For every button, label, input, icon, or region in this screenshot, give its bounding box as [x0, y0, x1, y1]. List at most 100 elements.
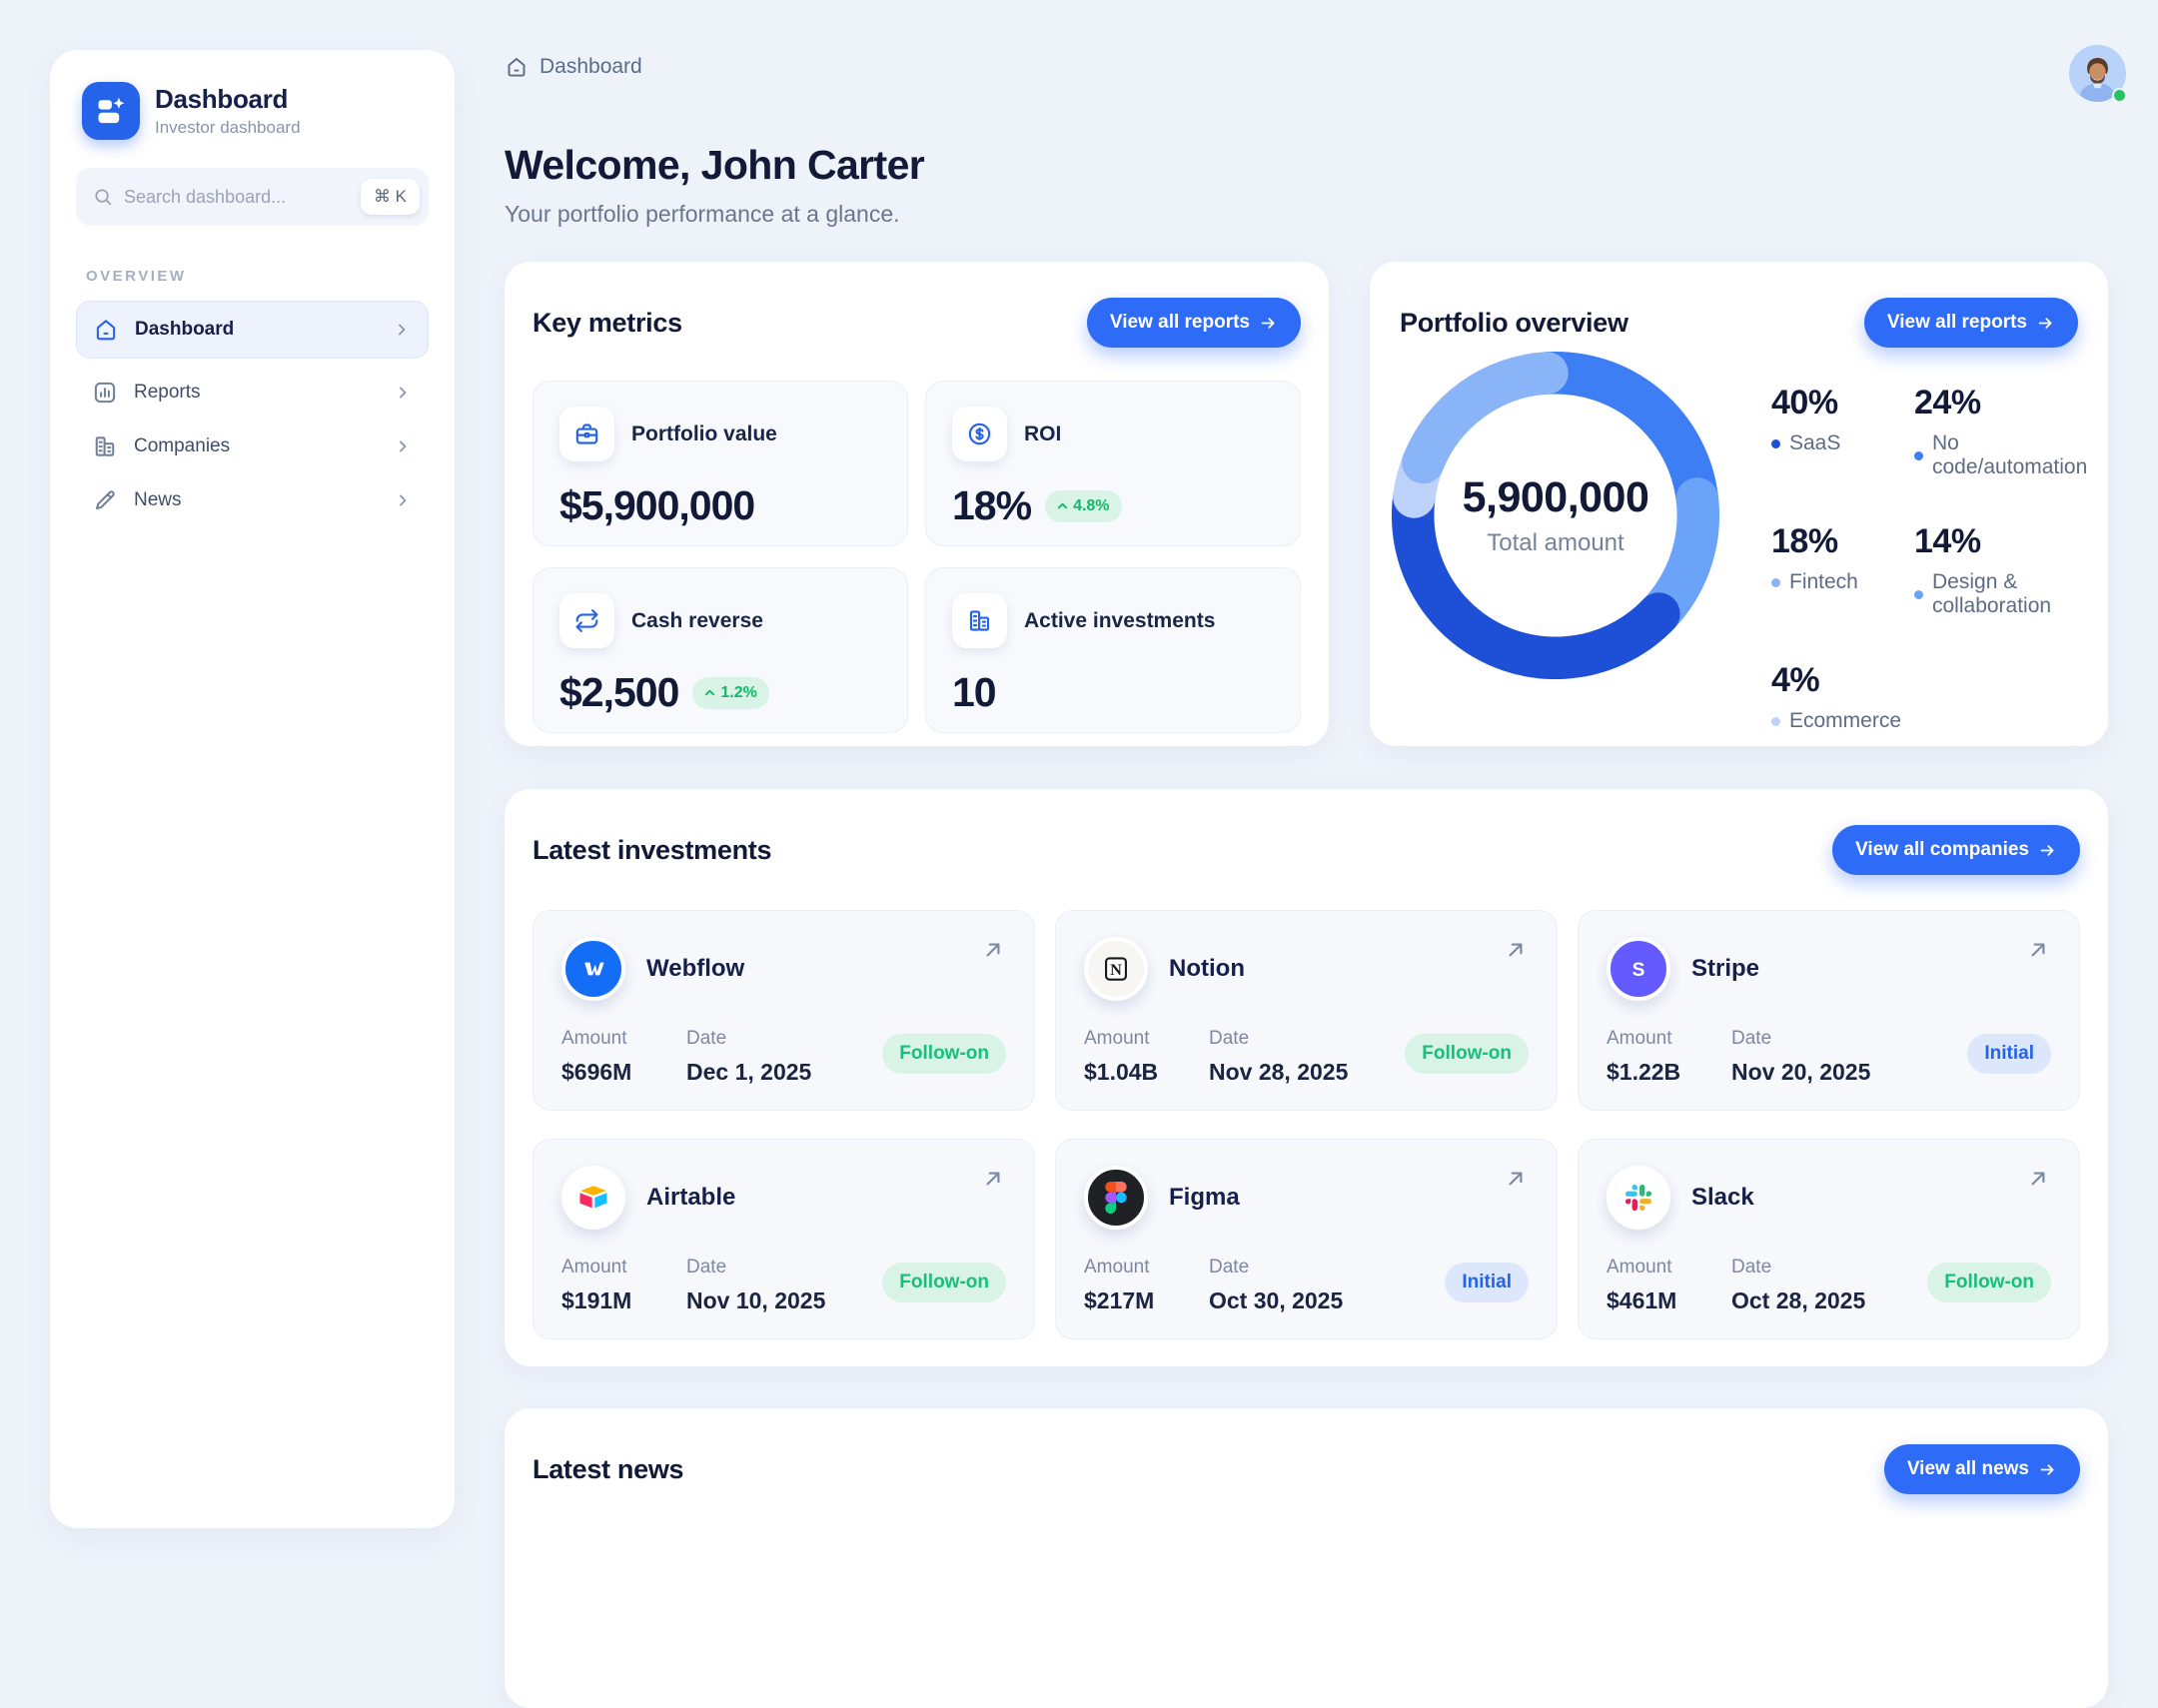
- figma-logo: [1084, 1166, 1148, 1230]
- repeat-icon: [559, 593, 614, 648]
- stage-badge: Initial: [1445, 1263, 1529, 1302]
- caret-up-icon: [705, 689, 715, 696]
- amount-label: Amount: [1607, 1028, 1672, 1049]
- arrow-right-icon: [2038, 317, 2052, 329]
- company-name: Slack: [1691, 1184, 1754, 1211]
- company-name: Figma: [1169, 1184, 1240, 1211]
- date-label: Date: [1731, 1028, 1772, 1049]
- arrow-up-right-icon[interactable]: [1503, 1166, 1529, 1192]
- legend-item: 24% No code/automation: [1914, 384, 2088, 478]
- dollar-circle-icon: [952, 407, 1007, 461]
- app-subtitle: Investor dashboard: [155, 118, 301, 137]
- search-input[interactable]: Search dashboard... ⌘ K: [76, 168, 429, 226]
- donut-total-value: 5,900,000: [1462, 473, 1649, 521]
- svg-text:S: S: [1632, 960, 1645, 981]
- amount-value: $696M: [561, 1059, 632, 1085]
- date-value: Dec 1, 2025: [686, 1059, 812, 1085]
- view-all-reports-button[interactable]: View all reports: [1863, 298, 2078, 348]
- legend-item: 4% Ecommerce: [1771, 661, 1902, 732]
- investment-card-stripe[interactable]: S Stripe Amount $1.22B Date Nov 20, 2025 I…: [1578, 910, 2080, 1111]
- view-all-companies-button[interactable]: View all companies: [1832, 825, 2080, 875]
- arrow-up-right-icon[interactable]: [980, 937, 1006, 963]
- delta-badge: 4.8%: [1045, 489, 1122, 522]
- sidebar-item-label: Dashboard: [135, 319, 235, 340]
- legend-item: 14% Design & collaboration: [1914, 522, 2052, 617]
- chevron-right-icon: [400, 387, 407, 399]
- date-label: Date: [686, 1028, 727, 1049]
- amount-label: Amount: [1084, 1257, 1150, 1278]
- legend-dot: [1771, 438, 1780, 448]
- stage-badge: Initial: [1967, 1034, 2051, 1074]
- app-title: Dashboard: [155, 84, 289, 114]
- breadcrumb[interactable]: Dashboard: [505, 55, 642, 79]
- company-name: Airtable: [646, 1184, 736, 1211]
- latest-news-title: Latest news: [533, 1453, 684, 1484]
- legend-dot: [1914, 450, 1923, 460]
- date-value: Nov 20, 2025: [1731, 1059, 1871, 1085]
- amount-label: Amount: [1607, 1257, 1672, 1278]
- metric-label: Cash reverse: [631, 608, 763, 632]
- online-status-dot: [2112, 88, 2127, 103]
- sidebar-item-reports[interactable]: Reports: [76, 369, 429, 417]
- investment-card-slack[interactable]: Slack Amount $461M Date Oct 28, 2025 Follo…: [1578, 1139, 2080, 1339]
- investment-card-figma[interactable]: Figma Amount $217M Date Oct 30, 2025 Initi…: [1055, 1139, 1558, 1339]
- app-logo-icon: [82, 82, 140, 140]
- metric-value: 10: [952, 669, 997, 715]
- amount-label: Amount: [561, 1028, 627, 1049]
- sidebar-section-label: OVERVIEW: [86, 268, 187, 285]
- date-value: Nov 28, 2025: [1209, 1059, 1349, 1085]
- key-metrics-card: Key metrics View all reports Portfolio v…: [505, 262, 1329, 746]
- portfolio-overview-title: Portfolio overview: [1400, 307, 1628, 338]
- latest-investments-title: Latest investments: [533, 834, 772, 865]
- arrow-right-icon: [1261, 317, 1275, 329]
- sidebar-item-news[interactable]: News: [76, 476, 429, 524]
- date-label: Date: [1209, 1257, 1250, 1278]
- amount-value: $1.04B: [1084, 1059, 1159, 1085]
- legend-item: 18% Fintech: [1771, 522, 1858, 593]
- view-all-news-button[interactable]: View all news: [1883, 1444, 2080, 1494]
- date-value: Nov 10, 2025: [686, 1287, 826, 1313]
- stage-badge: Follow-on: [882, 1263, 1006, 1302]
- amount-value: $217M: [1084, 1287, 1155, 1313]
- investment-card-airtable[interactable]: Airtable Amount $191M Date Nov 10, 2025 Fo…: [533, 1139, 1035, 1339]
- arrow-right-icon: [2040, 1463, 2054, 1475]
- donut-legend: 40% SaaS 24% No code/automation 18% Fint…: [1771, 384, 2108, 733]
- page-subtitle: Your portfolio performance at a glance.: [505, 201, 900, 227]
- webflow-logo: [561, 937, 625, 1001]
- investments-grid: Webflow Amount $696M Date Dec 1, 2025 Foll…: [533, 910, 2080, 1339]
- bar-chart-icon: [94, 382, 116, 404]
- donut-total-label: Total amount: [1487, 529, 1624, 556]
- delta-badge: 1.2%: [692, 676, 769, 709]
- date-label: Date: [1209, 1028, 1250, 1049]
- airtable-logo: [561, 1166, 625, 1230]
- chevron-right-icon: [399, 324, 406, 336]
- sidebar-item-dashboard[interactable]: Dashboard: [76, 301, 429, 359]
- metric-label: ROI: [1024, 422, 1062, 445]
- amount-label: Amount: [1084, 1028, 1150, 1049]
- sidebar-item-label: News: [134, 489, 182, 510]
- investment-card-webflow[interactable]: Webflow Amount $696M Date Dec 1, 2025 Foll…: [533, 910, 1035, 1111]
- breadcrumb-label: Dashboard: [540, 55, 642, 78]
- page-title: Welcome, John Carter: [505, 142, 925, 188]
- pencil-icon: [95, 490, 115, 510]
- amount-value: $1.22B: [1607, 1059, 1681, 1085]
- keyboard-shortcut-badge: ⌘ K: [360, 179, 420, 215]
- sidebar-nav: Dashboard Reports Companies News: [76, 301, 429, 524]
- arrow-up-right-icon[interactable]: [1503, 937, 1529, 963]
- stripe-logo: S: [1607, 937, 1670, 1001]
- stage-badge: Follow-on: [882, 1034, 1006, 1074]
- search-icon: [95, 189, 112, 206]
- view-all-reports-button[interactable]: View all reports: [1086, 298, 1301, 348]
- arrow-up-right-icon[interactable]: [2025, 937, 2051, 963]
- search-placeholder: Search dashboard...: [124, 186, 287, 207]
- sidebar-item-companies[interactable]: Companies: [76, 423, 429, 470]
- arrow-up-right-icon[interactable]: [2025, 1166, 2051, 1192]
- company-name: Webflow: [646, 955, 745, 982]
- user-avatar[interactable]: [2069, 45, 2127, 103]
- investment-card-notion[interactable]: N Notion Amount $1.04B Date Nov 28, 2025 F…: [1055, 910, 1558, 1111]
- legend-dot: [1771, 716, 1780, 726]
- home-icon: [508, 58, 526, 77]
- arrow-up-right-icon[interactable]: [980, 1166, 1006, 1192]
- briefcase-icon: [559, 407, 614, 461]
- metric-portfolio-value: Portfolio value $5,900,000: [533, 381, 908, 546]
